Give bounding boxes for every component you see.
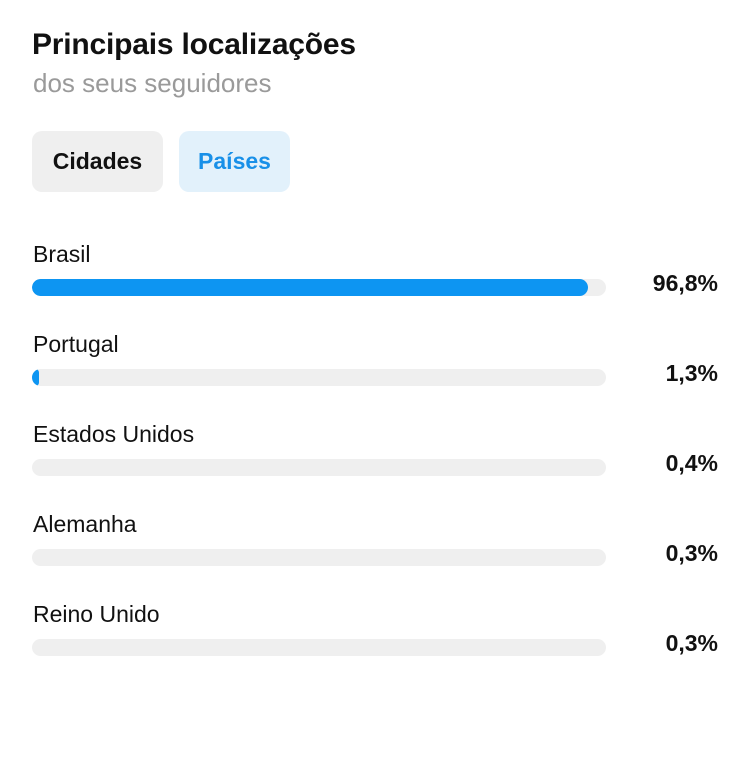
location-percent: 96,8%	[652, 270, 718, 296]
progress-track	[32, 279, 606, 296]
page-subtitle: dos seus seguidores	[33, 68, 272, 98]
progress-track	[32, 459, 606, 476]
location-name: Alemanha	[33, 511, 137, 537]
list-item: Portugal 1,3%	[0, 331, 750, 421]
progress-track	[32, 369, 606, 386]
location-name: Brasil	[33, 241, 91, 267]
tab-paises[interactable]: Países	[179, 131, 290, 192]
page-title: Principais localizações	[32, 28, 356, 61]
location-name: Portugal	[33, 331, 119, 357]
list-item: Reino Unido 0,3%	[0, 601, 750, 691]
list-item: Alemanha 0,3%	[0, 511, 750, 601]
location-percent: 1,3%	[665, 360, 718, 386]
list-item: Brasil 96,8%	[0, 241, 750, 331]
location-tabs: Cidades Países	[32, 131, 290, 192]
progress-track	[32, 549, 606, 566]
location-percent: 0,3%	[665, 630, 718, 656]
progress-fill	[32, 279, 588, 296]
location-percent: 0,3%	[665, 540, 718, 566]
progress-track	[32, 639, 606, 656]
list-item: Estados Unidos 0,4%	[0, 421, 750, 511]
tab-cidades[interactable]: Cidades	[32, 131, 163, 192]
location-name: Estados Unidos	[33, 421, 195, 447]
location-name: Reino Unido	[33, 601, 160, 627]
progress-fill	[32, 369, 40, 386]
location-percent: 0,4%	[665, 450, 718, 476]
